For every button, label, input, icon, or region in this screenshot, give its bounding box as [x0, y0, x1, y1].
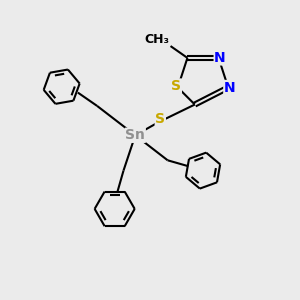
- Text: N: N: [224, 80, 236, 94]
- Text: S: S: [155, 112, 165, 126]
- Text: Sn: Sn: [125, 128, 145, 142]
- Text: N: N: [214, 51, 226, 65]
- Text: CH₃: CH₃: [144, 33, 169, 46]
- Text: S: S: [171, 79, 181, 93]
